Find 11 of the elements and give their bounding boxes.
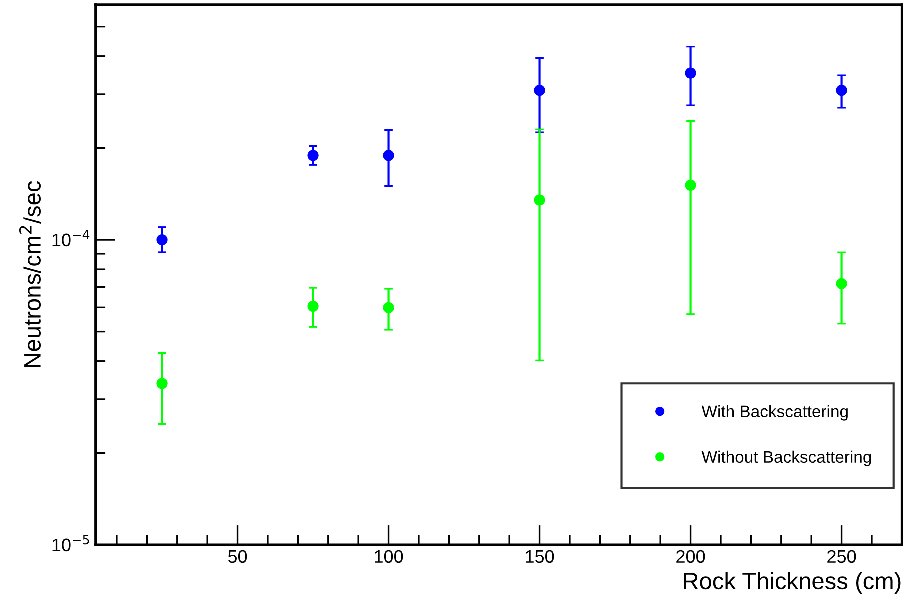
x-tick-label: 200 [676,550,706,564]
x-axis-title: Rock Thickness (cm) [684,572,901,594]
x-tick-label: 100 [375,550,404,564]
y-tick-label: 10$^{−4}$ [52,230,90,247]
x-tick-label: 50 [228,550,248,564]
legend-label: With Backscattering [702,405,848,421]
y-tick-label: 10$^{−5}$ [52,535,90,552]
x-tick-label: 250 [828,550,856,564]
x-tick-label: 150 [526,550,554,564]
y-axis-title: Neutrons/cm$^{2}$/sec [19,181,42,368]
legend-label: Without Backscattering [702,450,872,466]
